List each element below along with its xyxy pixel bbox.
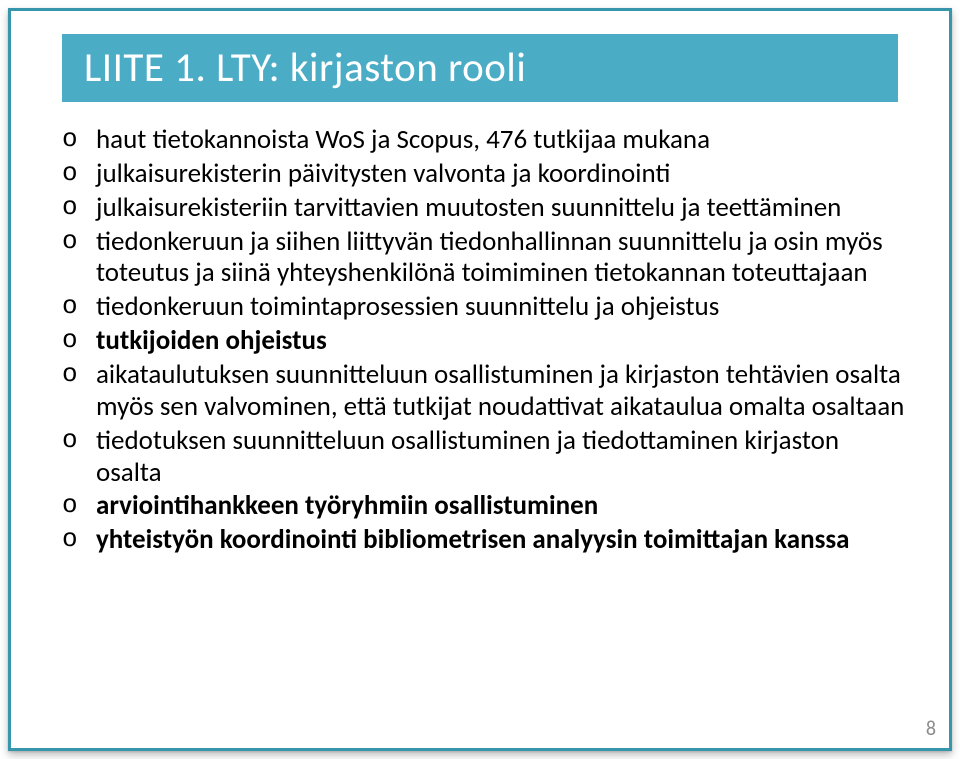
list-item-text: aikataulutuksen suunnitteluun osallistum… [96,358,904,423]
list-item-text: julkaisurekisterin päivitysten valvonta … [96,157,670,190]
list-item-text: tiedonkeruun ja siihen liittyvän tiedonh… [96,225,883,290]
list-item-text: tutkijoiden ohjeistus [96,324,327,357]
content-area: haut tietokannoista WoS ja Scopus, 476 t… [58,124,910,711]
list-item: aikataulutuksen suunnitteluun osallistum… [58,359,910,423]
list-item-text: tiedotuksen suunnitteluun osallistuminen… [96,424,839,489]
slide-title: LIITE 1. LTY: kirjaston rooli [84,43,526,93]
slide: LIITE 1. LTY: kirjaston rooli haut tieto… [0,0,960,759]
title-bar: LIITE 1. LTY: kirjaston rooli [62,34,898,102]
page-number: 8 [926,717,936,741]
list-item-text: haut tietokannoista WoS ja Scopus, 476 t… [96,123,710,156]
list-item-text: arviointihankkeen työryhmiin osallistumi… [96,489,598,522]
list-item: julkaisurekisteriin tarvittavien muutost… [58,192,910,224]
list-item: haut tietokannoista WoS ja Scopus, 476 t… [58,124,910,156]
list-item: tiedonkeruun ja siihen liittyvän tiedonh… [58,226,910,290]
list-item: arviointihankkeen työryhmiin osallistumi… [58,490,910,522]
list-item: julkaisurekisterin päivitysten valvonta … [58,158,910,190]
list-item: tiedonkeruun toimintaprosessien suunnitt… [58,291,910,323]
list-item-text: tiedonkeruun toimintaprosessien suunnitt… [96,290,719,323]
list-item: tutkijoiden ohjeistus [58,325,910,357]
list-item: yhteistyön koordinointi bibliometrisen a… [58,524,910,556]
bullet-list: haut tietokannoista WoS ja Scopus, 476 t… [58,124,910,556]
list-item: tiedotuksen suunnitteluun osallistuminen… [58,425,910,489]
list-item-text: yhteistyön koordinointi bibliometrisen a… [96,523,849,556]
list-item-text: julkaisurekisteriin tarvittavien muutost… [96,191,841,224]
